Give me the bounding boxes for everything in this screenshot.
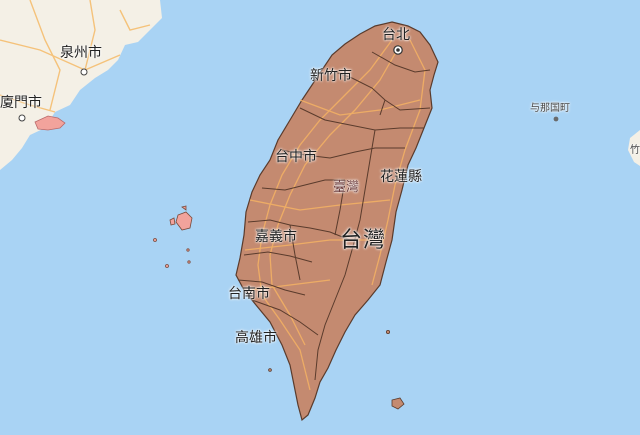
label-quanzhou[interactable]: 泉州市 [60, 45, 102, 61]
admin-borders [237, 51, 431, 381]
label-tainan[interactable]: 台南市 [228, 286, 270, 302]
label-kaohsiung[interactable]: 高雄市 [235, 330, 277, 346]
label-taiwan-big[interactable]: 台灣 [340, 228, 387, 253]
label-edge: 竹 [630, 145, 640, 156]
mainland-land [0, 0, 162, 170]
kinmen-island [34, 115, 66, 131]
xiamen-marker[interactable] [18, 114, 26, 122]
label-chiayi[interactable]: 嘉義市 [255, 229, 297, 245]
mainland-roads [0, 0, 151, 113]
east-islets [268, 329, 405, 410]
label-yonaguni[interactable]: 与那国町 [530, 103, 570, 114]
yonaguni-marker[interactable] [553, 116, 559, 122]
quanzhou-marker[interactable] [80, 68, 88, 76]
label-hsinchu[interactable]: 新竹市 [310, 68, 352, 84]
edge-island [628, 130, 640, 166]
label-taipei[interactable]: 台北 [382, 27, 410, 43]
label-taichung[interactable]: 台中市 [275, 149, 317, 165]
taipei-marker[interactable] [393, 45, 403, 55]
label-hualien[interactable]: 花蓮縣 [380, 169, 422, 185]
label-xiamen[interactable]: 廈門市 [0, 95, 42, 111]
label-taiwan-small[interactable]: 臺灣 [333, 180, 360, 195]
penghu-islands [153, 205, 193, 268]
